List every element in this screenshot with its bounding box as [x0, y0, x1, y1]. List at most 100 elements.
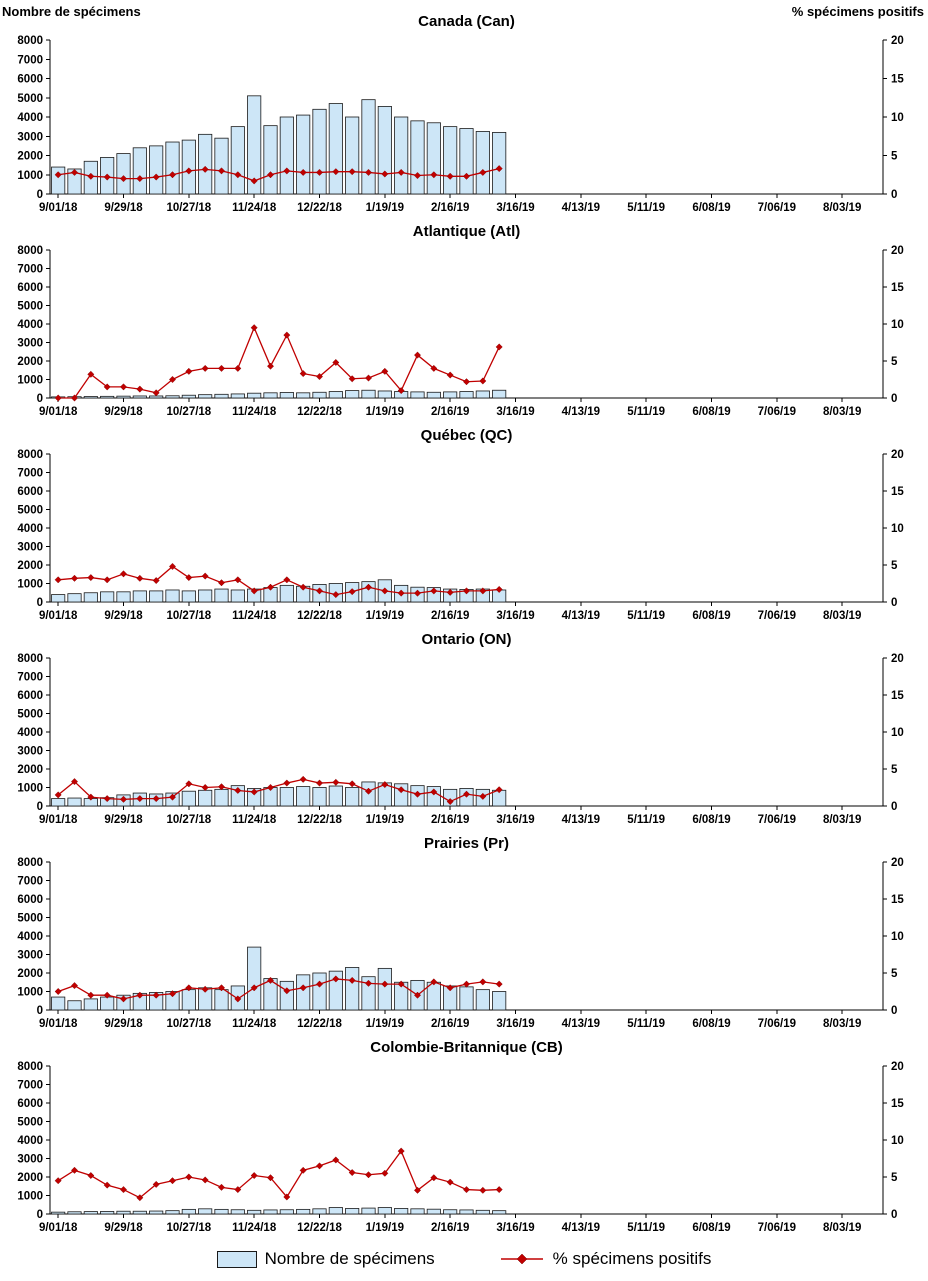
- diamond-marker: [397, 387, 405, 395]
- svg-text:20: 20: [891, 1061, 904, 1073]
- bar: [263, 125, 278, 195]
- diamond-marker: [152, 1180, 160, 1188]
- svg-text:5: 5: [891, 968, 898, 980]
- bar: [247, 392, 262, 399]
- diamond-marker: [54, 394, 62, 402]
- svg-text:15: 15: [891, 894, 904, 906]
- svg-text:5/11/19: 5/11/19: [627, 1222, 665, 1234]
- diamond-marker: [71, 394, 78, 402]
- pct-line: [58, 167, 500, 182]
- svg-text:5/11/19: 5/11/19: [627, 610, 665, 622]
- svg-text:10/27/18: 10/27/18: [166, 1018, 211, 1030]
- diamond-marker: [381, 781, 389, 789]
- bar: [459, 1209, 474, 1215]
- bar: [51, 1211, 66, 1215]
- diamond-marker: [103, 991, 111, 999]
- bars-series: [51, 389, 507, 399]
- svg-text:9/01/18: 9/01/18: [39, 1018, 78, 1030]
- bar: [475, 390, 490, 399]
- svg-text:5000: 5000: [17, 1117, 43, 1129]
- bar: [279, 980, 294, 1011]
- svg-text:3000: 3000: [17, 542, 43, 554]
- bar: [345, 116, 360, 195]
- diamond-marker: [71, 574, 78, 582]
- diamond-marker: [120, 795, 127, 803]
- svg-text:2000: 2000: [17, 968, 43, 980]
- diamond-marker: [348, 375, 356, 383]
- svg-text:5/11/19: 5/11/19: [627, 202, 665, 214]
- diamond-marker: [267, 976, 274, 984]
- bar: [132, 147, 147, 195]
- svg-text:7/06/19: 7/06/19: [758, 610, 796, 622]
- svg-text:12/22/18: 12/22/18: [297, 406, 342, 418]
- svg-text:1/19/19: 1/19/19: [366, 814, 404, 826]
- diamond-marker: [430, 171, 438, 179]
- svg-text:2/16/19: 2/16/19: [431, 610, 469, 622]
- diamond-marker: [495, 165, 503, 173]
- diamond-marker: [234, 1186, 242, 1194]
- diamond-marker: [414, 589, 421, 597]
- svg-text:7/06/19: 7/06/19: [758, 202, 796, 214]
- diamond-marker: [299, 775, 307, 783]
- line-diamond-swatch-icon: [500, 1253, 543, 1265]
- diamond-marker: [332, 168, 340, 176]
- svg-text:10/27/18: 10/27/18: [166, 1222, 211, 1234]
- bar: [312, 1208, 327, 1215]
- bar: [100, 996, 115, 1011]
- svg-text:7/06/19: 7/06/19: [758, 1222, 796, 1234]
- bar: [394, 1208, 409, 1215]
- diamond-marker: [54, 576, 62, 584]
- diamond-marker: [463, 587, 470, 595]
- svg-text:3000: 3000: [17, 338, 43, 350]
- diamond-marker: [218, 167, 225, 175]
- diamond-marker: [234, 171, 242, 179]
- pct-line: [58, 565, 500, 596]
- diamond-marker: [495, 980, 503, 988]
- svg-text:12/22/18: 12/22/18: [297, 1222, 342, 1234]
- svg-text:6/08/19: 6/08/19: [692, 202, 730, 214]
- svg-text:1000: 1000: [17, 170, 43, 182]
- svg-text:11/24/18: 11/24/18: [232, 202, 277, 214]
- diamond-marker: [54, 791, 62, 799]
- bar: [475, 1209, 490, 1215]
- diamond-marker: [299, 168, 307, 176]
- bar: [296, 114, 311, 195]
- diamond-marker: [332, 975, 340, 983]
- diamond-marker: [446, 984, 454, 992]
- bar: [83, 396, 98, 399]
- diamond-marker: [136, 795, 144, 803]
- svg-text:20: 20: [891, 857, 904, 869]
- bar: [181, 989, 196, 1011]
- svg-text:5: 5: [891, 560, 898, 572]
- diamond-marker: [136, 991, 144, 999]
- diamond-marker: [430, 788, 438, 796]
- svg-text:11/24/18: 11/24/18: [232, 1222, 277, 1234]
- bar: [132, 1210, 147, 1215]
- bar: [394, 116, 409, 195]
- bar: [214, 989, 229, 1011]
- diamond-marker: [365, 1171, 372, 1179]
- diamond-marker: [103, 795, 111, 803]
- diamond-marker: [348, 168, 356, 176]
- bar: [345, 1208, 360, 1215]
- legend-percent-positive-label: % spécimens positifs: [552, 1249, 712, 1268]
- svg-text:3/16/19: 3/16/19: [496, 814, 534, 826]
- svg-text:4000: 4000: [17, 931, 43, 943]
- svg-text:8/03/19: 8/03/19: [823, 202, 861, 214]
- diamond-marker: [218, 364, 225, 372]
- bar: [149, 145, 164, 195]
- svg-text:10/27/18: 10/27/18: [166, 610, 211, 622]
- diamond-marker: [414, 991, 421, 999]
- bar: [132, 590, 147, 603]
- svg-text:3000: 3000: [17, 1154, 43, 1166]
- diamond-marker: [365, 374, 372, 382]
- svg-text:0: 0: [37, 1209, 43, 1221]
- pct-line: [57, 778, 500, 803]
- diamond-marker: [87, 991, 95, 999]
- svg-text:6000: 6000: [17, 1098, 43, 1110]
- chart-ontario-on: Ontario (ON) 0 1000 2000 3000 4000 5000 6000 700…: [17, 631, 904, 826]
- svg-text:6000: 6000: [17, 894, 43, 906]
- svg-text:2/16/19: 2/16/19: [431, 202, 469, 214]
- bar: [410, 391, 425, 399]
- svg-text:3/16/19: 3/16/19: [496, 1222, 534, 1234]
